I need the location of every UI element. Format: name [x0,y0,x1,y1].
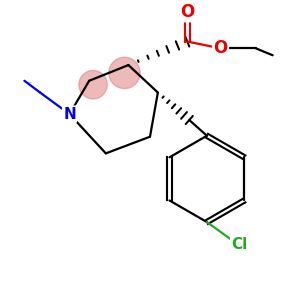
Text: O: O [180,3,194,21]
Text: methyl: methyl [27,82,32,83]
Text: Cl: Cl [231,237,248,252]
Circle shape [109,57,140,88]
Circle shape [79,70,107,99]
Text: N: N [63,106,76,122]
Text: O: O [214,39,228,57]
